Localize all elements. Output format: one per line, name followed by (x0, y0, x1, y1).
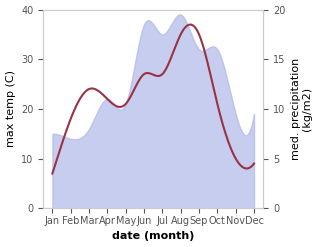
X-axis label: date (month): date (month) (112, 231, 194, 242)
Y-axis label: med. precipitation
(kg/m2): med. precipitation (kg/m2) (291, 58, 313, 160)
Y-axis label: max temp (C): max temp (C) (5, 70, 16, 147)
